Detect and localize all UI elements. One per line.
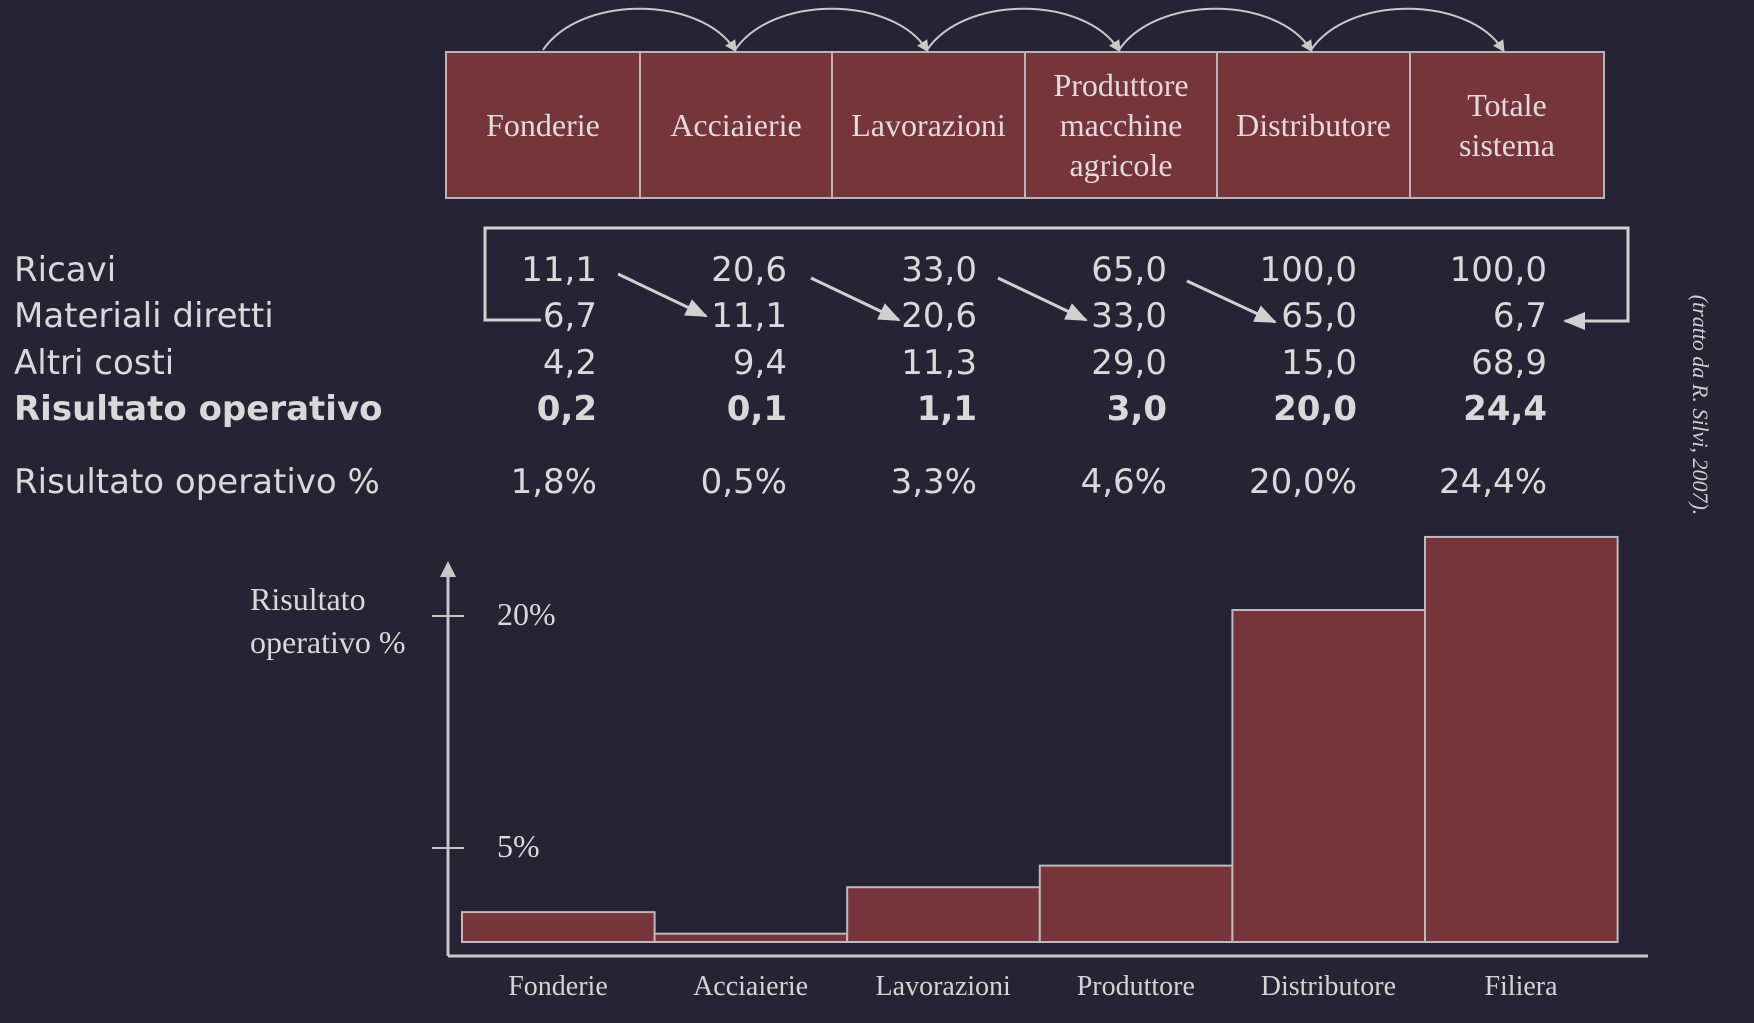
cell-risultato-6: 24,4	[1463, 389, 1547, 429]
y-axis-arrow-icon	[440, 561, 456, 577]
cell-pct-1: 1,8%	[510, 462, 597, 502]
diag-arrow-2	[810, 276, 901, 322]
cell-ricavi-2: 20,6	[711, 250, 787, 290]
stage-label: Fonderie	[486, 107, 600, 143]
cell-ricavi-6: 100,0	[1449, 250, 1547, 290]
cell-pct-5: 20,0%	[1248, 462, 1357, 502]
curve-arrow-5	[1310, 7, 1505, 53]
row-label-materiali: Materiali diretti	[14, 296, 274, 336]
bar-fonderie	[461, 911, 656, 943]
cell-altri-3: 11,3	[901, 343, 977, 383]
loop-bracket	[483, 226, 1630, 330]
x-category-label: Distributore	[1260, 971, 1397, 1002]
row-label-risultato: Risultato operativo	[14, 389, 383, 429]
row-label-altri-costi: Altri costi	[14, 343, 175, 383]
x-category-label: Fonderie	[508, 971, 608, 1002]
curve-arrow-4	[1118, 7, 1313, 53]
cell-ricavi-3: 33,0	[901, 250, 977, 290]
diag-arrow-1	[617, 272, 708, 318]
cell-materiali-4: 33,0	[1091, 296, 1167, 336]
bar-acciaierie	[653, 932, 849, 944]
cell-ricavi-1: 11,1	[521, 250, 597, 290]
row-label-ricavi: Ricavi	[14, 250, 117, 290]
cell-risultato-4: 3,0	[1106, 389, 1167, 429]
y-tick-label: 20%	[497, 596, 556, 632]
bar-filiera	[1424, 535, 1619, 944]
cell-materiali-6: 6,7	[1492, 296, 1547, 336]
stage-label: Totale sistema	[1459, 87, 1555, 163]
cell-materiali-3: 20,6	[901, 296, 977, 336]
bar-lavorazioni	[846, 886, 1041, 943]
stage-box-distributore: Distributore	[1217, 51, 1411, 199]
x-category-label: Produttore	[1076, 971, 1195, 1002]
cell-risultato-5: 20,0	[1273, 389, 1357, 429]
stage-box-produttore: Produttore macchine agricole	[1025, 51, 1218, 199]
stage-box-totale: Totale sistema	[1410, 51, 1605, 199]
cell-pct-4: 4,6%	[1080, 462, 1167, 502]
stage-box-acciaierie: Acciaierie	[640, 51, 833, 199]
cell-altri-6: 68,9	[1471, 343, 1547, 383]
cell-materiali-2: 11,1	[711, 296, 787, 336]
y-axis-title: Risultato operativo %	[250, 581, 406, 660]
cell-ricavi-5: 100,0	[1259, 250, 1357, 290]
x-category-label: Acciaierie	[693, 971, 809, 1002]
curve-arrow-3	[926, 7, 1121, 53]
diag-arrow-4	[1186, 279, 1277, 324]
stage-box-lavorazioni: Lavorazioni	[832, 51, 1026, 199]
curve-arrow-1	[542, 7, 737, 53]
stage-label: Acciaierie	[670, 107, 802, 143]
cell-risultato-2: 0,1	[726, 389, 787, 429]
cell-pct-3: 3,3%	[890, 462, 977, 502]
cell-materiali-1: 6,7	[542, 296, 597, 336]
x-category-label: Filiera	[1484, 971, 1558, 1002]
cell-altri-5: 15,0	[1281, 343, 1357, 383]
stage-label: Distributore	[1236, 107, 1391, 143]
cell-risultato-3: 1,1	[916, 389, 977, 429]
row-label-risultato-pct: Risultato operativo %	[14, 462, 380, 502]
bar-distributore	[1231, 609, 1427, 943]
source-credit: (tratto da R. Silvi, 2007).	[1688, 294, 1713, 516]
diag-arrow-3	[997, 276, 1088, 322]
bar-produttore	[1038, 864, 1234, 944]
cell-altri-2: 9,4	[732, 343, 787, 383]
stage-label: Lavorazioni	[851, 107, 1006, 143]
cell-ricavi-4: 65,0	[1091, 250, 1167, 290]
stage-label: Produttore macchine agricole	[1053, 67, 1189, 183]
cell-materiali-5: 65,0	[1281, 296, 1357, 336]
x-category-label: Lavorazioni	[875, 971, 1011, 1002]
cell-altri-1: 4,2	[542, 343, 597, 383]
cell-pct-6: 24,4%	[1438, 462, 1547, 502]
cell-risultato-1: 0,2	[536, 389, 597, 429]
y-tick-label: 5%	[497, 828, 540, 864]
cell-altri-4: 29,0	[1091, 343, 1167, 383]
curve-arrow-2	[734, 7, 929, 53]
cell-pct-2: 0,5%	[700, 462, 787, 502]
